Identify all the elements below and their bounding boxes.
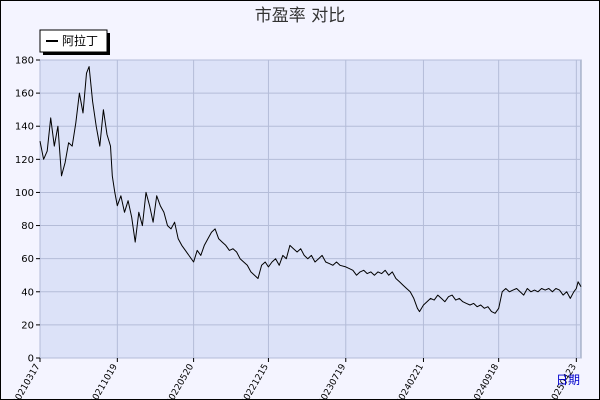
- y-tick-label: 100: [15, 188, 34, 199]
- y-tick-label: 0: [28, 354, 34, 365]
- legend-box: [39, 29, 108, 53]
- x-tick-label: 20240221: [394, 363, 426, 400]
- y-tick-label: 80: [21, 221, 34, 232]
- y-axis-ticks: 0 20 40 60 80 100 120 140 160 180: [15, 56, 40, 365]
- plot-area: [39, 59, 582, 359]
- y-tick-label: 140: [15, 122, 34, 133]
- legend-label: 阿拉丁: [62, 33, 98, 48]
- x-tick-label: 20221215: [239, 363, 271, 400]
- y-tick-label: 20: [21, 320, 34, 331]
- x-tick-label: 20210317: [11, 363, 43, 400]
- x-tick-label: 20211019: [88, 362, 120, 400]
- x-tick-label: 20240918: [470, 362, 502, 400]
- y-tick-label: 160: [15, 89, 34, 100]
- x-axis-ticks: 20210317 20211019 20220520 20221215 20230719…: [11, 358, 579, 400]
- x-tick-label: 20230719: [317, 362, 349, 400]
- series-line-阿拉丁: [39, 66, 582, 314]
- y-tick-label: 40: [21, 287, 34, 298]
- chart-title: 市盈率 对比: [255, 6, 345, 26]
- x-tick-label: 20220520: [165, 362, 197, 400]
- legend: 阿拉丁: [39, 29, 110, 55]
- y-tick-label: 120: [15, 155, 34, 166]
- x-axis-label: 日期: [556, 373, 580, 387]
- y-tick-label: 60: [21, 254, 34, 265]
- grid-lines: [39, 59, 581, 359]
- y-tick-label: 180: [15, 56, 34, 67]
- series-lines: [39, 66, 582, 314]
